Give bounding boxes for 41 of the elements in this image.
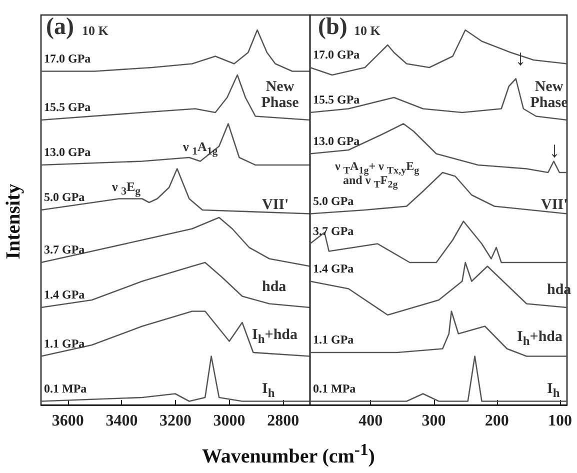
series-label: 15.5 GPa <box>44 100 91 114</box>
annotation: I$_{h}$ <box>262 381 275 400</box>
annotation: New Phase <box>260 79 300 112</box>
annotation: hda <box>262 279 286 296</box>
series-label: 1.4 GPa <box>44 288 85 302</box>
annotation: VII' <box>262 197 289 214</box>
chart-title: (a) <box>46 14 74 40</box>
series-label: 13.0 GPa <box>44 145 91 159</box>
x-tick-label: 400 <box>358 412 383 430</box>
x-tick-label: 100 <box>548 412 572 430</box>
series-label: 17.0 GPa <box>313 48 360 62</box>
x-tick-label: 2800 <box>267 412 300 430</box>
x-tick-label: 3000 <box>213 412 246 430</box>
x-tick-label: 3200 <box>160 412 192 430</box>
chart-subtitle: 10 K <box>354 23 380 38</box>
y-axis-title: Intensity <box>2 184 26 260</box>
series-label: 3.7 GPa <box>44 242 85 256</box>
annotation: I$_{h}$+hda <box>252 327 298 346</box>
x-axis-title: Wavenumber (cm$^{-1}$) <box>201 440 376 469</box>
series-label: 15.5 GPa <box>313 92 360 106</box>
x-tick-label: 200 <box>484 412 509 430</box>
series-label: 17.0 GPa <box>44 51 91 66</box>
annotation: VII' <box>541 197 568 214</box>
annotation: I$_{h}$+hda <box>517 329 563 348</box>
x-tick-label: 3600 <box>52 412 84 430</box>
annotation: I$_{h}$ <box>547 381 560 400</box>
x-tick-label: 3400 <box>106 412 138 430</box>
series-label: 5.0 GPa <box>313 194 354 208</box>
series-label: 3.7 GPa <box>313 224 354 238</box>
x-tick-label: 300 <box>422 412 446 430</box>
series-label: 1.1 GPa <box>313 332 354 346</box>
chart-subtitle: 10 K <box>82 23 108 38</box>
series-label: 1.4 GPa <box>313 261 354 276</box>
chart-title: (b) <box>318 14 348 40</box>
annotation: ↓ <box>549 137 560 162</box>
series-label: 5.0 GPa <box>44 190 85 204</box>
series-label: 13.0 GPa <box>313 134 360 148</box>
series-label: 1.1 GPa <box>44 336 85 350</box>
annotation: ν $_{3}$E$_{g}$ <box>112 179 141 198</box>
series-label: 0.1 MPa <box>44 381 87 396</box>
series-label: 0.1 MPa <box>313 381 356 396</box>
